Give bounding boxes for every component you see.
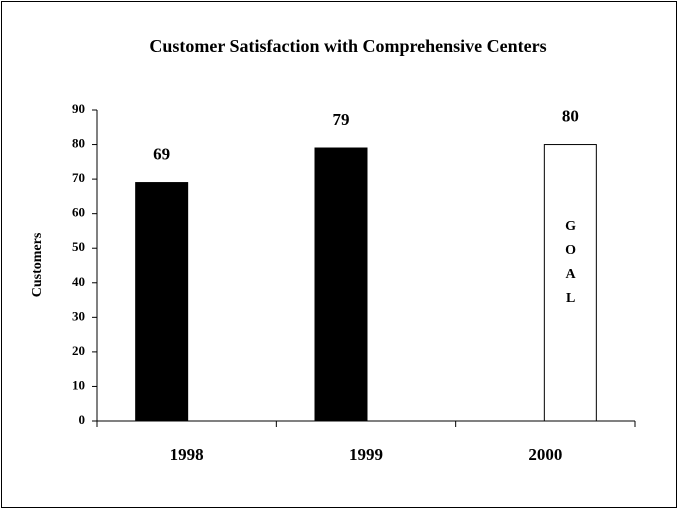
bar: [135, 182, 189, 422]
y-tick-label: 60: [72, 205, 85, 220]
y-tick-label: 40: [72, 274, 85, 289]
bar: [543, 144, 597, 422]
x-tick-label: 2000: [528, 445, 562, 464]
x-tick-label: 1999: [349, 445, 383, 464]
data-label: 69: [153, 144, 170, 163]
y-tick-label: 30: [72, 308, 85, 323]
bar: [314, 147, 368, 422]
x-tick-label: 1998: [170, 445, 204, 464]
y-tick-label: 70: [72, 170, 85, 185]
y-tick-label: 0: [79, 412, 86, 427]
data-label: 80: [562, 106, 579, 125]
goal-annotation: GOAL: [563, 219, 578, 315]
y-tick-label: 90: [72, 101, 85, 116]
y-tick-label: 20: [72, 343, 85, 358]
y-tick-label: 80: [72, 136, 85, 151]
data-label: 79: [333, 110, 350, 129]
y-tick-label: 10: [72, 377, 85, 392]
chart-title: Customer Satisfaction with Comprehensive…: [149, 36, 546, 56]
y-tick-label: 50: [72, 239, 85, 254]
y-axis-label: Customers: [30, 232, 45, 297]
